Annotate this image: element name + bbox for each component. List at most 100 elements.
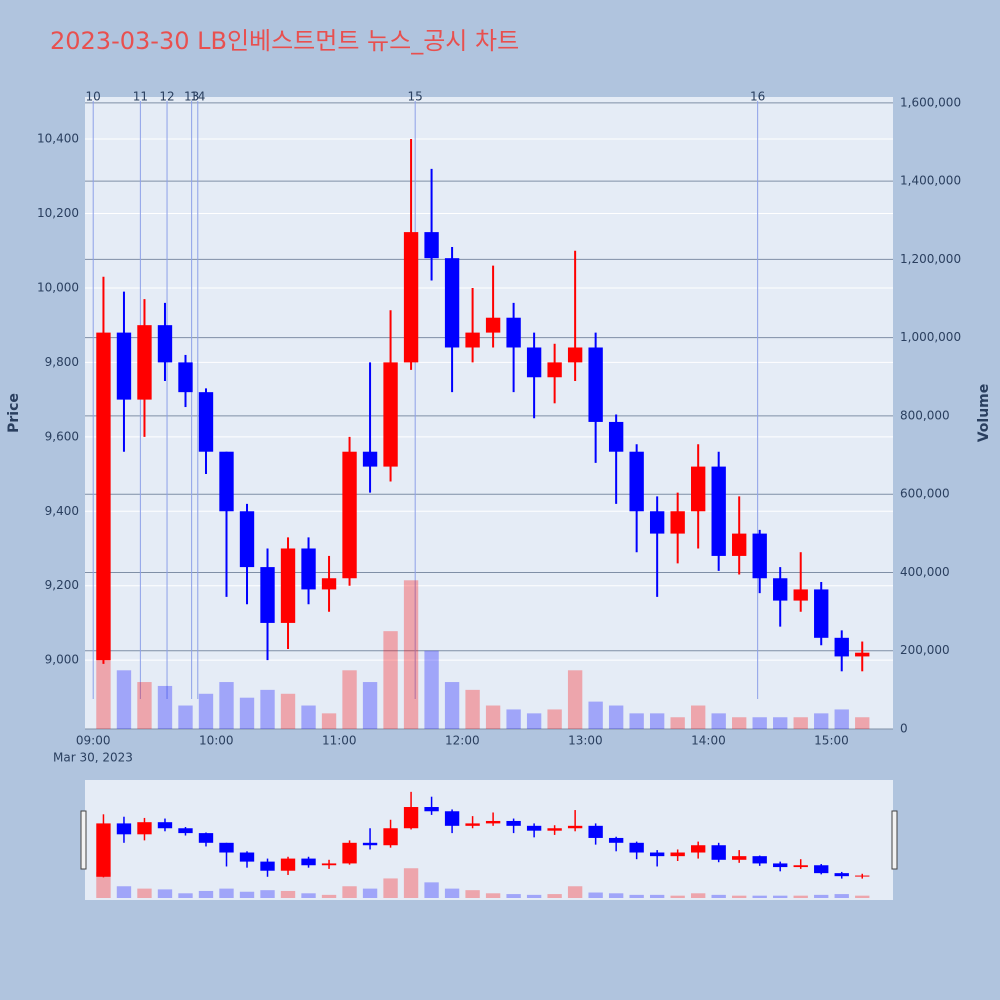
volume-bar: [321, 713, 337, 729]
slider-candle-body: [137, 822, 152, 835]
candle-body: [649, 511, 665, 534]
slider-volume-bar: [670, 895, 685, 898]
volume-bar: [280, 693, 296, 729]
volume-bar: [855, 717, 870, 729]
volume-bar: [834, 709, 849, 729]
range-slider[interactable]: [85, 780, 893, 900]
volume-bar: [773, 717, 788, 729]
slider-candle-body: [793, 865, 808, 868]
volume-bar: [342, 670, 357, 729]
slider-handle[interactable]: [891, 810, 898, 870]
y2-tick-label: 1,000,000: [900, 330, 961, 344]
slider-volume-bar: [649, 894, 665, 898]
slider-candle-body: [198, 833, 214, 843]
slider-volume-bar: [588, 892, 603, 898]
slider-candle-body: [834, 873, 849, 877]
slider-volume-bar: [732, 895, 747, 898]
volume-bar: [526, 713, 542, 729]
slider-candle-body: [178, 828, 193, 834]
slider-candle-body: [403, 807, 419, 829]
candle-body: [855, 652, 870, 657]
volume-bar: [424, 650, 439, 729]
candle-body: [198, 392, 214, 452]
slider-volume-bar: [526, 894, 542, 898]
volume-bar: [711, 713, 726, 729]
candle-body: [793, 589, 808, 601]
slider-volume-bar: [116, 886, 132, 898]
volume-bar: [485, 705, 501, 729]
volume-bar: [588, 701, 603, 729]
candle-body: [137, 325, 152, 400]
volume-bar: [567, 670, 583, 729]
volume-bar: [157, 685, 173, 729]
volume-bar: [670, 717, 685, 729]
candle-body: [670, 511, 685, 534]
y2-tick-label: 200,000: [900, 643, 950, 657]
slider-volume-bar: [137, 888, 152, 898]
slider-volume-bar: [321, 894, 337, 898]
volume-bar: [383, 631, 398, 729]
candle-body: [752, 533, 767, 579]
y-tick-label: 10,400: [37, 132, 79, 146]
slider-volume-bar: [608, 893, 624, 898]
slider-candle-body: [567, 825, 583, 829]
slider-volume-bar: [465, 890, 480, 898]
slider-volume-bar: [239, 891, 255, 898]
candle-body: [608, 421, 624, 452]
plot-area: [85, 97, 893, 729]
slider-volume-bar: [629, 894, 644, 898]
volume-bar: [691, 705, 706, 729]
y-axis-title: Price: [6, 393, 22, 433]
candle-body: [280, 548, 296, 623]
slider-volume-bar: [567, 886, 583, 898]
slider-candle-body: [649, 852, 665, 857]
candle-body: [362, 451, 378, 467]
slider-volume-bar: [424, 882, 439, 898]
slider-candle-body: [280, 858, 296, 871]
slider-volume-bar: [444, 888, 460, 898]
candle-body: [588, 347, 603, 422]
candle-body: [178, 362, 193, 393]
x-tick-label: 13:00: [568, 734, 603, 748]
slider-candle-body: [301, 858, 316, 866]
volume-bar: [403, 580, 419, 729]
candle-body: [116, 332, 132, 400]
slider-volume-bar: [814, 894, 829, 898]
slider-candle-body: [157, 822, 173, 829]
news-label: 16: [750, 90, 765, 104]
slider-candle-body: [424, 807, 439, 812]
candle-body: [219, 451, 234, 512]
candle-body: [424, 232, 439, 259]
y-tick-label: 9,400: [45, 504, 79, 518]
slider-volume-bar: [691, 893, 706, 898]
x-tick-label: 10:00: [199, 734, 234, 748]
candle-body: [629, 451, 644, 512]
volume-bar: [465, 689, 480, 729]
slider-volume-bar: [301, 893, 316, 898]
volume-bar: [260, 689, 275, 729]
candle-body: [691, 466, 706, 512]
candle-body: [96, 332, 111, 661]
slider-candle-body: [444, 811, 460, 826]
slider-candle-body: [711, 845, 726, 860]
slider-volume-bar: [403, 868, 419, 898]
slider-candle-body: [506, 820, 521, 826]
x-tick-label: 11:00: [322, 734, 357, 748]
candle-body: [403, 232, 419, 363]
slider-handle[interactable]: [80, 810, 87, 870]
y2-tick-label: 1,600,000: [900, 95, 961, 109]
volume-bar: [793, 717, 808, 729]
y2-tick-label: 1,200,000: [900, 252, 961, 266]
slider-candle-body: [670, 852, 685, 857]
y-tick-label: 10,200: [37, 206, 79, 220]
slider-volume-bar: [485, 893, 501, 898]
slider-volume-bar: [793, 895, 808, 898]
candle-body: [342, 451, 357, 579]
y-tick-label: 9,600: [45, 429, 79, 443]
slider-volume-bar: [198, 890, 214, 898]
volume-bar: [239, 697, 255, 729]
candle-body: [506, 317, 521, 348]
volume-bar: [752, 717, 767, 729]
volume-bar: [301, 705, 316, 729]
